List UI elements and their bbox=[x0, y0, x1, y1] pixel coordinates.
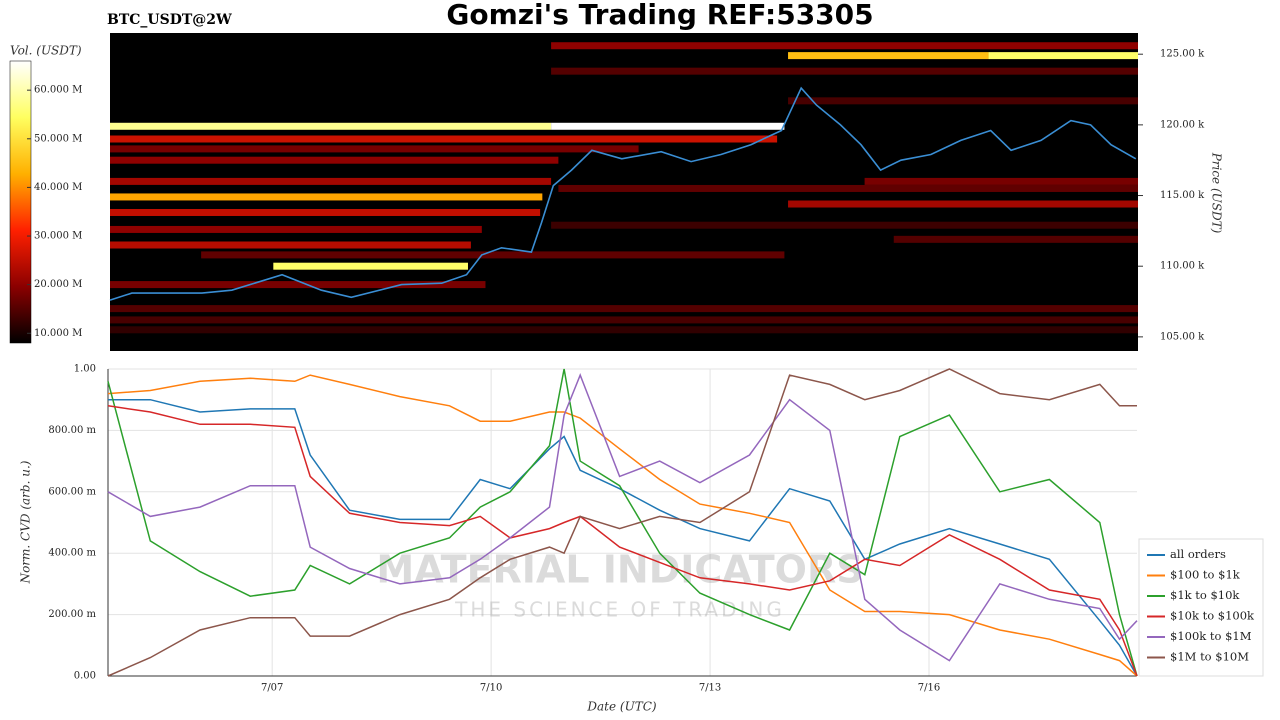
heatmap-cell bbox=[558, 184, 1138, 192]
heatmap-cell bbox=[110, 145, 639, 153]
colorbar-tick-label: 30.000 M bbox=[34, 231, 82, 242]
heatmap-cell bbox=[110, 316, 1138, 324]
legend bbox=[1138, 538, 1264, 677]
heatmap-cell bbox=[110, 281, 486, 289]
heatmap-cell bbox=[110, 241, 471, 249]
colorbar bbox=[9, 60, 32, 344]
x-tick-label: 7/07 bbox=[261, 683, 283, 694]
watermark: MATERIAL INDICATORS bbox=[376, 548, 863, 592]
heatmap-cell bbox=[273, 262, 468, 270]
cvd-line bbox=[107, 405, 1138, 677]
cvd-line bbox=[107, 368, 1138, 677]
x-tick-label: 7/10 bbox=[480, 683, 502, 694]
chart-title: Gomzi's Trading REF:53305 bbox=[446, 0, 873, 31]
colorbar-tick-label: 10.000 M bbox=[34, 328, 82, 339]
heatmap-cell bbox=[864, 177, 1138, 185]
y-tick-label: 125.00 k bbox=[1160, 49, 1205, 60]
price-line bbox=[109, 86, 1137, 301]
heatmap-cell bbox=[893, 235, 1138, 243]
legend-label: $100 to $1k bbox=[1170, 568, 1241, 582]
heatmap-cell bbox=[110, 193, 543, 201]
colorbar-label: Vol. (USDT) bbox=[10, 44, 82, 58]
heatmap-cell bbox=[110, 208, 541, 216]
chart-subtitle: BTC_USDT@2W bbox=[107, 12, 232, 28]
heatmap-cell bbox=[110, 135, 778, 143]
y-tick-label: 110.00 k bbox=[1160, 261, 1205, 272]
heatmap-cell bbox=[110, 177, 552, 185]
legend-label: $1M to $10M bbox=[1170, 650, 1249, 664]
y-tick-label: 800.00 m bbox=[48, 425, 96, 436]
heatmap-cell bbox=[110, 225, 482, 233]
heatmap-cell bbox=[551, 42, 1138, 50]
y-axis-label: Price (USDT) bbox=[1210, 152, 1224, 234]
x-tick-label: 7/16 bbox=[918, 683, 940, 694]
heatmap-cell bbox=[110, 305, 1138, 313]
legend-label: $10k to $100k bbox=[1170, 609, 1255, 623]
heatmap-cell bbox=[110, 122, 552, 130]
watermark: THE SCIENCE OF TRADING bbox=[454, 598, 785, 622]
heatmap-cell bbox=[988, 52, 1138, 60]
y-tick-label: 115.00 k bbox=[1160, 190, 1205, 201]
y-tick-label: 1.00 bbox=[74, 364, 96, 375]
y-tick-label: 120.00 k bbox=[1160, 119, 1205, 130]
colorbar-tick-label: 50.000 M bbox=[34, 133, 82, 144]
legend-label: $100k to $1M bbox=[1170, 629, 1252, 643]
heatmap-cell bbox=[788, 200, 1138, 208]
y-axis-label: Norm. CVD (arb. u.) bbox=[19, 460, 33, 584]
y-tick-label: 200.00 m bbox=[48, 609, 96, 620]
heatmap-cell bbox=[551, 122, 785, 130]
heatmap-background bbox=[110, 33, 1138, 351]
legend-label: all orders bbox=[1170, 547, 1226, 561]
heatmap-cell bbox=[110, 326, 1138, 334]
heatmap-cell bbox=[551, 221, 1138, 229]
y-tick-label: 600.00 m bbox=[48, 486, 96, 497]
heatmap-cell bbox=[788, 97, 1138, 105]
y-tick-label: 400.00 m bbox=[48, 548, 96, 559]
colorbar-tick-label: 20.000 M bbox=[34, 279, 82, 290]
heatmap-cell bbox=[551, 67, 1138, 75]
y-tick-label: 105.00 k bbox=[1160, 331, 1205, 342]
colorbar-tick-label: 40.000 M bbox=[34, 182, 82, 193]
heatmap-cell bbox=[110, 156, 559, 164]
x-axis-label: Date (UTC) bbox=[586, 700, 656, 714]
cvd-line bbox=[107, 368, 1137, 677]
cvd-line bbox=[107, 373, 1138, 662]
cvd-line bbox=[107, 374, 1138, 677]
heatmap-cell bbox=[788, 52, 989, 60]
legend-label: $1k to $10k bbox=[1170, 588, 1240, 602]
x-tick-label: 7/13 bbox=[699, 683, 721, 694]
y-tick-label: 0.00 bbox=[74, 671, 96, 682]
heatmap-cell bbox=[201, 251, 785, 259]
cvd-line bbox=[108, 398, 1138, 677]
colorbar-tick-label: 60.000 M bbox=[34, 85, 82, 96]
